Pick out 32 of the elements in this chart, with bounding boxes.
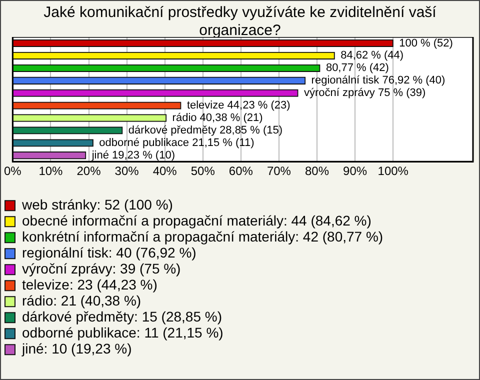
legend-label: obecné informační a propagační materiály: 44 (84,62 %) <box>22 212 372 228</box>
x-tick-label: 70% <box>266 164 292 178</box>
data-label: dárkové předměty 28,85 % (15) <box>128 124 283 136</box>
x-tick-label: 0% <box>4 164 22 178</box>
chart-title: Jaké komunikační prostředky využíváte ke zviditelnění vaší organizace? <box>44 4 436 39</box>
data-label: odborné publikace 21,15 % (11) <box>99 136 254 149</box>
x-tick-label: 60% <box>228 164 254 178</box>
x-tick-label: 10% <box>38 164 64 178</box>
legend-label: odborné publikace: 11 (21,15 %) <box>22 324 224 340</box>
data-label: výroční zprávy 75 % (39) <box>304 87 426 100</box>
x-tick-label: 50% <box>190 164 216 178</box>
legend-label: dárkové předměty: 15 (28,85 %) <box>22 308 222 324</box>
data-label: televize 44,23 % (23) <box>186 100 290 112</box>
data-label: regionální tisk 76,92 % (40) <box>311 74 446 87</box>
data-label: rádio 40,38 % (21) <box>172 112 263 124</box>
data-label: jiné 19,23 % (10) <box>90 149 175 162</box>
x-tick-label: 40% <box>152 164 178 178</box>
legend-label: web stránky: 52 (100 %) <box>21 196 173 212</box>
legend-label: jiné: 10 (19,23 %) <box>21 340 132 356</box>
x-tick-label: 90% <box>343 164 368 178</box>
data-label: 80,77 % (42) <box>326 62 389 74</box>
legend-label: rádio: 21 (40,38 %) <box>22 292 142 308</box>
legend-label: regionální tisk: 40 (76,92 %) <box>22 244 196 260</box>
x-tick-label: 30% <box>114 164 140 178</box>
x-tick-label: 20% <box>76 164 102 178</box>
legend-label: konkrétní informační a propagační materiály: 42 (80,77 %) <box>22 228 384 244</box>
legend-label: výroční zprávy: 39 (75 %) <box>22 260 181 276</box>
x-tick-label: 100% <box>378 164 409 178</box>
data-label: 100 % (52) <box>399 37 453 50</box>
legend-label: televize: 23 (44,23 %) <box>22 276 158 292</box>
x-tick-label: 80% <box>305 164 330 178</box>
data-label: 84,62 % (44) <box>340 50 404 62</box>
